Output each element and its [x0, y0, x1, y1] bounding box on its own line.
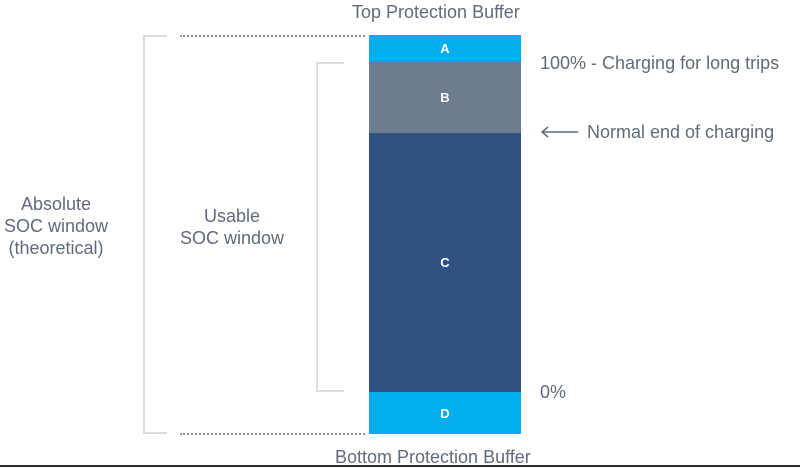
usable-soc-window-label: Usable SOC window [172, 205, 292, 249]
segment-c: C [369, 133, 521, 392]
segment-c-label: C [440, 255, 450, 270]
absolute-soc-window-line-1: Absolute [20, 194, 92, 214]
absolute-soc-window-bracket [143, 35, 167, 434]
full-charge-label: 100% - Charging for long trips [540, 53, 780, 73]
top-protection-buffer-label: Top Protection Buffer [352, 2, 520, 22]
bottom-protection-buffer-label: Bottom Protection Buffer [335, 447, 531, 467]
usable-soc-window-line-2: SOC window [179, 228, 285, 248]
absolute-soc-window-label: Absolute SOC window (theoretical) [0, 193, 112, 259]
segment-b-label: B [440, 90, 450, 105]
usable-soc-window-bracket [316, 62, 344, 392]
absolute-soc-window-line-2: SOC window [3, 216, 109, 236]
segment-d: D [369, 392, 521, 434]
absolute-soc-window-line-3: (theoretical) [8, 238, 104, 258]
segment-b: B [369, 62, 521, 133]
normal-end-of-charging-label: Normal end of charging [587, 122, 775, 142]
top-dotted-line [180, 35, 365, 37]
arrow-left-icon [540, 126, 578, 138]
usable-soc-window-line-1: Usable [203, 206, 261, 226]
segment-d-label: D [440, 405, 450, 421]
zero-percent-label: 0% [540, 382, 567, 402]
segment-a-label: A [440, 41, 450, 56]
segment-a: A [369, 35, 521, 62]
bottom-divider [0, 465, 800, 467]
bottom-dotted-line [180, 433, 365, 435]
